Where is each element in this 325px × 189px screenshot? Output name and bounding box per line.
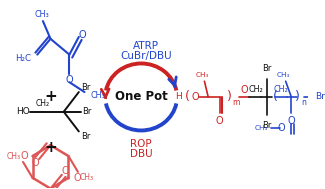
- Text: m: m: [232, 98, 239, 107]
- Text: ): ): [227, 91, 231, 103]
- Text: O: O: [62, 166, 70, 176]
- Text: CH₃: CH₃: [196, 72, 209, 78]
- Text: CH₃: CH₃: [35, 10, 49, 19]
- Text: O: O: [32, 158, 39, 168]
- Text: O: O: [277, 123, 285, 133]
- Text: ): ): [294, 91, 299, 103]
- Text: CH₃: CH₃: [254, 125, 268, 132]
- Text: ATRP: ATRP: [133, 41, 159, 51]
- Text: CH₃: CH₃: [80, 173, 94, 182]
- Text: ROP: ROP: [130, 139, 152, 149]
- Text: Br: Br: [262, 121, 271, 130]
- Text: CH₃: CH₃: [7, 152, 21, 161]
- Text: H₂C: H₂C: [16, 54, 32, 63]
- Text: (: (: [273, 91, 278, 103]
- Text: O: O: [73, 173, 81, 183]
- Text: H: H: [175, 92, 182, 101]
- Text: HO: HO: [16, 107, 30, 116]
- Text: CH₂: CH₂: [249, 85, 264, 94]
- Text: CH₃: CH₃: [277, 72, 291, 78]
- Text: Br: Br: [262, 64, 271, 73]
- Text: (: (: [185, 91, 190, 103]
- Text: Br: Br: [81, 83, 90, 92]
- Text: CH₂: CH₂: [274, 85, 288, 94]
- Text: O: O: [288, 116, 295, 126]
- Text: O: O: [79, 30, 86, 40]
- Text: O: O: [66, 75, 73, 85]
- Text: CuBr/DBU: CuBr/DBU: [120, 51, 172, 61]
- Text: n: n: [301, 98, 306, 107]
- Text: O: O: [216, 116, 223, 126]
- Text: O: O: [191, 92, 199, 102]
- Text: CH₂: CH₂: [36, 99, 50, 108]
- Text: +: +: [44, 140, 57, 155]
- Text: O: O: [20, 151, 28, 161]
- Text: Br: Br: [83, 107, 92, 116]
- Text: Br: Br: [81, 132, 90, 141]
- Text: One Pot: One Pot: [115, 91, 167, 103]
- Text: +: +: [44, 89, 57, 105]
- Text: Br: Br: [315, 92, 325, 101]
- Text: O: O: [240, 85, 248, 95]
- Text: DBU: DBU: [130, 149, 152, 159]
- Text: CH₃: CH₃: [90, 91, 105, 101]
